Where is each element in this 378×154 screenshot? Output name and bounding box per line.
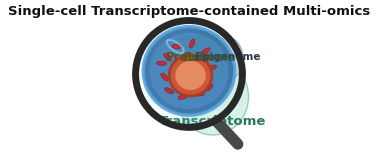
Text: Transcriptome: Transcriptome (159, 115, 266, 128)
Ellipse shape (143, 27, 235, 115)
Ellipse shape (175, 36, 204, 82)
Ellipse shape (177, 59, 248, 135)
Text: Genome: Genome (181, 51, 235, 64)
Ellipse shape (172, 44, 182, 49)
Ellipse shape (187, 32, 229, 85)
Ellipse shape (161, 73, 168, 81)
Ellipse shape (205, 84, 213, 91)
Ellipse shape (169, 55, 212, 96)
Ellipse shape (178, 94, 187, 99)
Ellipse shape (175, 61, 206, 90)
Text: Epigenome: Epigenome (195, 52, 261, 62)
Text: Single-cell Transcriptome-contained Multi-omics: Single-cell Transcriptome-contained Mult… (8, 5, 370, 18)
Ellipse shape (189, 39, 195, 48)
Ellipse shape (207, 65, 217, 71)
Ellipse shape (156, 61, 166, 65)
Ellipse shape (165, 88, 174, 94)
Text: Protein: Protein (166, 51, 214, 64)
Circle shape (137, 22, 241, 126)
Ellipse shape (201, 48, 210, 54)
Ellipse shape (195, 92, 204, 96)
Ellipse shape (149, 33, 229, 109)
Ellipse shape (164, 53, 172, 61)
Ellipse shape (213, 37, 243, 80)
